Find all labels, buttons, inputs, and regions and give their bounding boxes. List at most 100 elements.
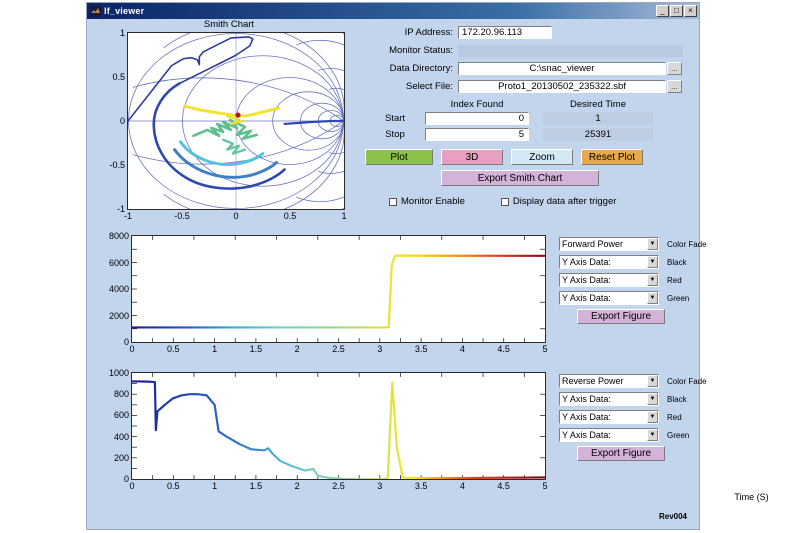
stop-index-input[interactable]: 5	[425, 128, 529, 141]
reverse-power-panel: 1000 800 600 400 200 0 0 0.5 1 1.5 2 2.5…	[99, 368, 769, 518]
reverse-power-graphic	[132, 373, 546, 481]
reverse-series-row-1: Y Axis Data: ▼ Black	[559, 392, 707, 406]
rev-y-tick-1000: 1000	[108, 368, 129, 378]
fwd-x-tick-1: 1	[212, 344, 218, 354]
forward-y-axis-dropdown-3[interactable]: Y Axis Data: ▼	[559, 291, 659, 305]
start-index-input[interactable]: 0	[425, 112, 529, 125]
monitor-enable-label: Monitor Enable	[401, 196, 465, 207]
select-file-row: Select File: Proto1_20130502_235322.sbf …	[365, 79, 695, 94]
smith-x-tick-0: 0	[233, 211, 239, 221]
monitor-enable-checkbox-group[interactable]: Monitor Enable	[389, 196, 465, 207]
minimize-button[interactable]: _	[656, 5, 669, 17]
revision-label: Rev004	[658, 512, 687, 521]
matlab-icon	[90, 5, 101, 17]
select-file-input[interactable]: Proto1_20130502_235322.sbf	[458, 80, 666, 93]
title-bar: lf_viewer _ □ ×	[87, 3, 699, 19]
fwd-x-tick-0: 0	[129, 344, 135, 354]
stop-label: Stop	[385, 129, 405, 140]
rev-x-tick-5: 5	[542, 481, 548, 491]
rev-x-tick-0: 0	[129, 481, 135, 491]
rev-y-tick-600: 600	[113, 410, 129, 421]
index-table-corner	[365, 99, 425, 110]
forward-export-figure-button[interactable]: Export Figure	[577, 309, 665, 324]
start-row: Start 0 1	[365, 111, 695, 126]
desired-time-header: Desired Time	[570, 99, 626, 110]
rev-x-tick-45: 4.5	[497, 481, 510, 491]
zoom-button[interactable]: Zoom	[511, 149, 573, 165]
rev-x-tick-25: 2.5	[332, 481, 345, 491]
ip-address-input[interactable]: 172.20.96.113	[458, 26, 552, 39]
rev-x-tick-35: 3.5	[414, 481, 428, 491]
smith-y-tick-05: 0.5	[112, 72, 125, 82]
fwd-x-tick-25: 2.5	[332, 344, 345, 354]
smith-y-tick-1: 1	[119, 28, 125, 38]
chevron-down-icon[interactable]: ▼	[647, 274, 658, 286]
stop-row: Stop 5 25391	[365, 127, 695, 142]
maximize-button[interactable]: □	[670, 5, 683, 17]
reverse-power-dropdown-value: Reverse Power	[562, 376, 624, 386]
chevron-down-icon[interactable]: ▼	[647, 375, 658, 387]
window-controls: _ □ ×	[656, 5, 699, 17]
forward-power-dropdown[interactable]: Forward Power ▼	[559, 237, 659, 251]
3d-button[interactable]: 3D	[441, 149, 503, 165]
forward-power-dropdown-value: Forward Power	[562, 239, 624, 249]
chevron-down-icon[interactable]: ▼	[647, 292, 658, 304]
reverse-export-figure-button[interactable]: Export Figure	[577, 446, 665, 461]
monitor-status-label: Monitor Status:	[389, 45, 453, 56]
forward-power-axes[interactable]: 8000 6000 4000 2000 0 0 0.5 1 1.5 2 2.5 …	[109, 231, 548, 354]
smith-x-tick-n1: -1	[123, 211, 133, 221]
smith-x-tick-05: 0.5	[283, 211, 297, 221]
reverse-series-row-3: Y Axis Data: ▼ Green	[559, 428, 707, 442]
reverse-y-axis-value-1: Y Axis Data:	[562, 394, 611, 404]
chevron-down-icon[interactable]: ▼	[647, 238, 658, 250]
reverse-caption-0: Color Fade	[667, 376, 707, 386]
export-smith-chart-button[interactable]: Export Smith Chart	[441, 170, 599, 186]
index-found-header: Index Found	[450, 99, 504, 110]
reverse-caption-3: Green	[667, 430, 690, 440]
reverse-y-axis-dropdown-2[interactable]: Y Axis Data: ▼	[559, 410, 659, 424]
reverse-y-axis-dropdown-3[interactable]: Y Axis Data: ▼	[559, 428, 659, 442]
forward-caption-3: Green	[667, 293, 690, 303]
monitor-enable-checkbox[interactable]	[389, 197, 397, 206]
select-file-browse-button[interactable]: ...	[667, 80, 682, 93]
reverse-y-axis-value-2: Y Axis Data:	[562, 412, 611, 422]
forward-y-axis-dropdown-1[interactable]: Y Axis Data: ▼	[559, 255, 659, 269]
smith-y-tick-n05: -0.5	[109, 160, 125, 170]
smith-x-tick-n05: -0.5	[174, 211, 190, 221]
data-directory-browse-button[interactable]: ...	[667, 62, 682, 75]
fwd-x-tick-2: 2	[294, 344, 300, 354]
forward-power-controls: Forward Power ▼ Color Fade Y Axis Data: …	[559, 237, 707, 324]
start-label: Start	[384, 113, 406, 124]
forward-series-row-0: Forward Power ▼ Color Fade	[559, 237, 707, 251]
display-after-trigger-checkbox-group[interactable]: Display data after trigger	[500, 196, 617, 207]
reset-plot-button[interactable]: Reset Plot	[581, 149, 643, 165]
chevron-down-icon[interactable]: ▼	[647, 429, 658, 441]
forward-power-graphic	[132, 236, 546, 342]
forward-y-axis-value-2: Y Axis Data:	[562, 275, 611, 285]
display-after-trigger-label: Display data after trigger	[512, 196, 617, 207]
fwd-y-tick-4000: 4000	[108, 284, 129, 294]
reverse-power-dropdown[interactable]: Reverse Power ▼	[559, 374, 659, 388]
smith-y-tick-n1: -1	[116, 204, 125, 214]
plot-button[interactable]: Plot	[365, 149, 433, 165]
reverse-series-row-2: Y Axis Data: ▼ Red	[559, 410, 707, 424]
reverse-y-axis-dropdown-1[interactable]: Y Axis Data: ▼	[559, 392, 659, 406]
smith-chart-axes[interactable]: 1 0.5 0 -0.5 -1 -1 -0.5 0 0.5 1	[109, 28, 346, 221]
rev-y-tick-200: 200	[113, 452, 129, 463]
forward-y-axis-dropdown-2[interactable]: Y Axis Data: ▼	[559, 273, 659, 287]
chevron-down-icon[interactable]: ▼	[647, 256, 658, 268]
fwd-x-tick-45: 4.5	[497, 344, 510, 354]
chevron-down-icon[interactable]: ▼	[647, 393, 658, 405]
rev-x-tick-05: 0.5	[167, 481, 180, 491]
reverse-power-axes[interactable]: 1000 800 600 400 200 0 0 0.5 1 1.5 2 2.5…	[109, 368, 769, 502]
data-directory-input[interactable]: C:\snac_viewer	[458, 62, 666, 75]
forward-caption-0: Color Fade	[667, 239, 707, 249]
rev-x-tick-1: 1	[212, 481, 218, 491]
ip-address-label: IP Address:	[404, 27, 453, 38]
reverse-y-axis-value-3: Y Axis Data:	[562, 430, 611, 440]
display-after-trigger-checkbox[interactable]	[500, 197, 509, 206]
close-button[interactable]: ×	[684, 5, 697, 17]
reverse-caption-1: Black	[667, 394, 687, 404]
window-title: lf_viewer	[104, 6, 145, 16]
chevron-down-icon[interactable]: ▼	[647, 411, 658, 423]
